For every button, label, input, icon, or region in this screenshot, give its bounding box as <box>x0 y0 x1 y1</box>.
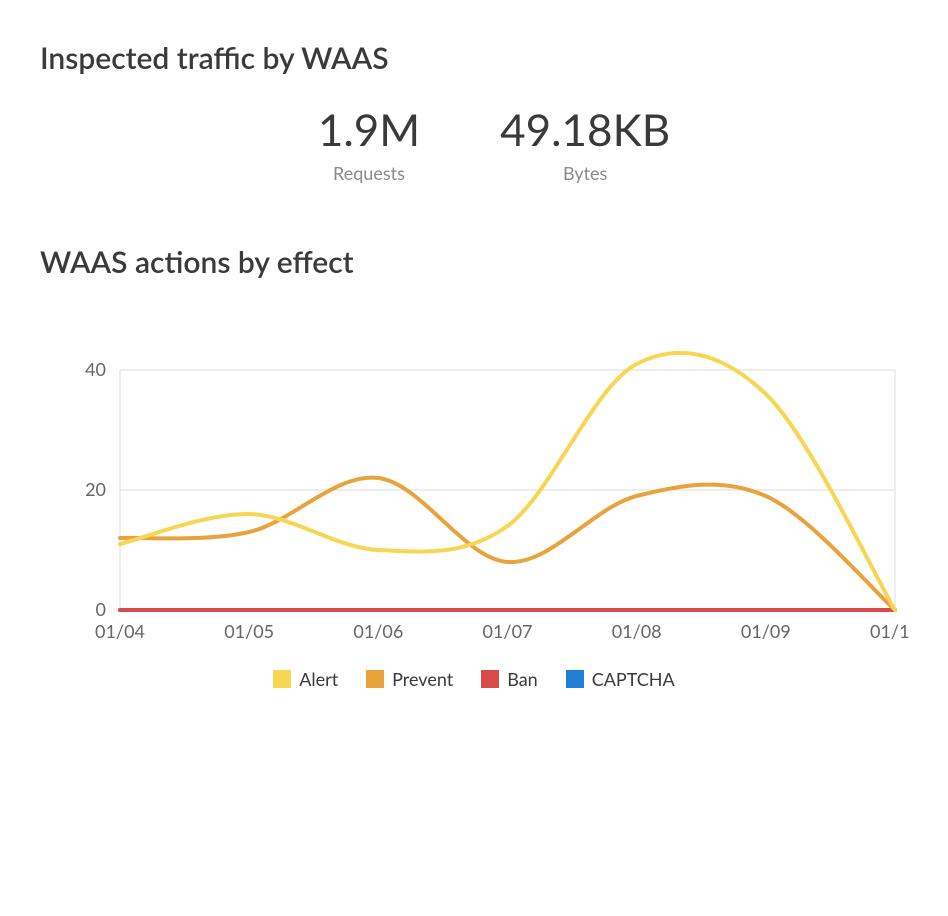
stat-bytes: 49.18KB Bytes <box>500 106 670 184</box>
x-tick-label: 01/10 <box>870 620 910 642</box>
legend-label: Prevent <box>392 668 453 690</box>
y-tick-label: 0 <box>96 598 106 620</box>
legend-label: Ban <box>507 668 537 690</box>
actions-chart-container: 0 20 40 01/04 01/05 01/06 01/07 01/08 01/09 01/10… <box>40 320 908 690</box>
series-prevent <box>120 478 895 610</box>
legend-swatch <box>566 670 584 688</box>
stat-bytes-label: Bytes <box>500 162 670 184</box>
y-tick-label: 40 <box>85 358 106 380</box>
actions-title: WAAS actions by effect <box>40 244 908 280</box>
legend-item-alert[interactable]: Alert <box>273 668 338 690</box>
stat-bytes-value: 49.18KB <box>500 106 670 154</box>
x-tick-label: 01/07 <box>483 620 533 642</box>
stats-row: 1.9M Requests 49.18KB Bytes <box>80 106 908 184</box>
stat-requests-value: 1.9M <box>318 106 420 154</box>
legend-item-ban[interactable]: Ban <box>481 668 537 690</box>
legend-item-captcha[interactable]: CAPTCHA <box>566 668 675 690</box>
x-tick-label: 01/08 <box>612 620 662 642</box>
legend-swatch <box>481 670 499 688</box>
x-tick-label: 01/04 <box>95 620 145 642</box>
actions-chart: 0 20 40 01/04 01/05 01/06 01/07 01/08 01/09 01/10 <box>40 320 910 650</box>
x-tick-label: 01/09 <box>741 620 791 642</box>
x-tick-label: 01/06 <box>353 620 403 642</box>
y-tick-label: 20 <box>85 478 106 500</box>
series-alert <box>120 353 895 610</box>
legend-label: Alert <box>299 668 338 690</box>
legend-swatch <box>273 670 291 688</box>
legend-label: CAPTCHA <box>592 668 675 690</box>
inspected-title: Inspected traffic by WAAS <box>40 40 908 76</box>
stat-requests: 1.9M Requests <box>318 106 420 184</box>
actions-legend: Alert Prevent Ban CAPTCHA <box>40 668 908 690</box>
legend-item-prevent[interactable]: Prevent <box>366 668 453 690</box>
x-tick-label: 01/05 <box>224 620 274 642</box>
legend-swatch <box>366 670 384 688</box>
stat-requests-label: Requests <box>318 162 420 184</box>
